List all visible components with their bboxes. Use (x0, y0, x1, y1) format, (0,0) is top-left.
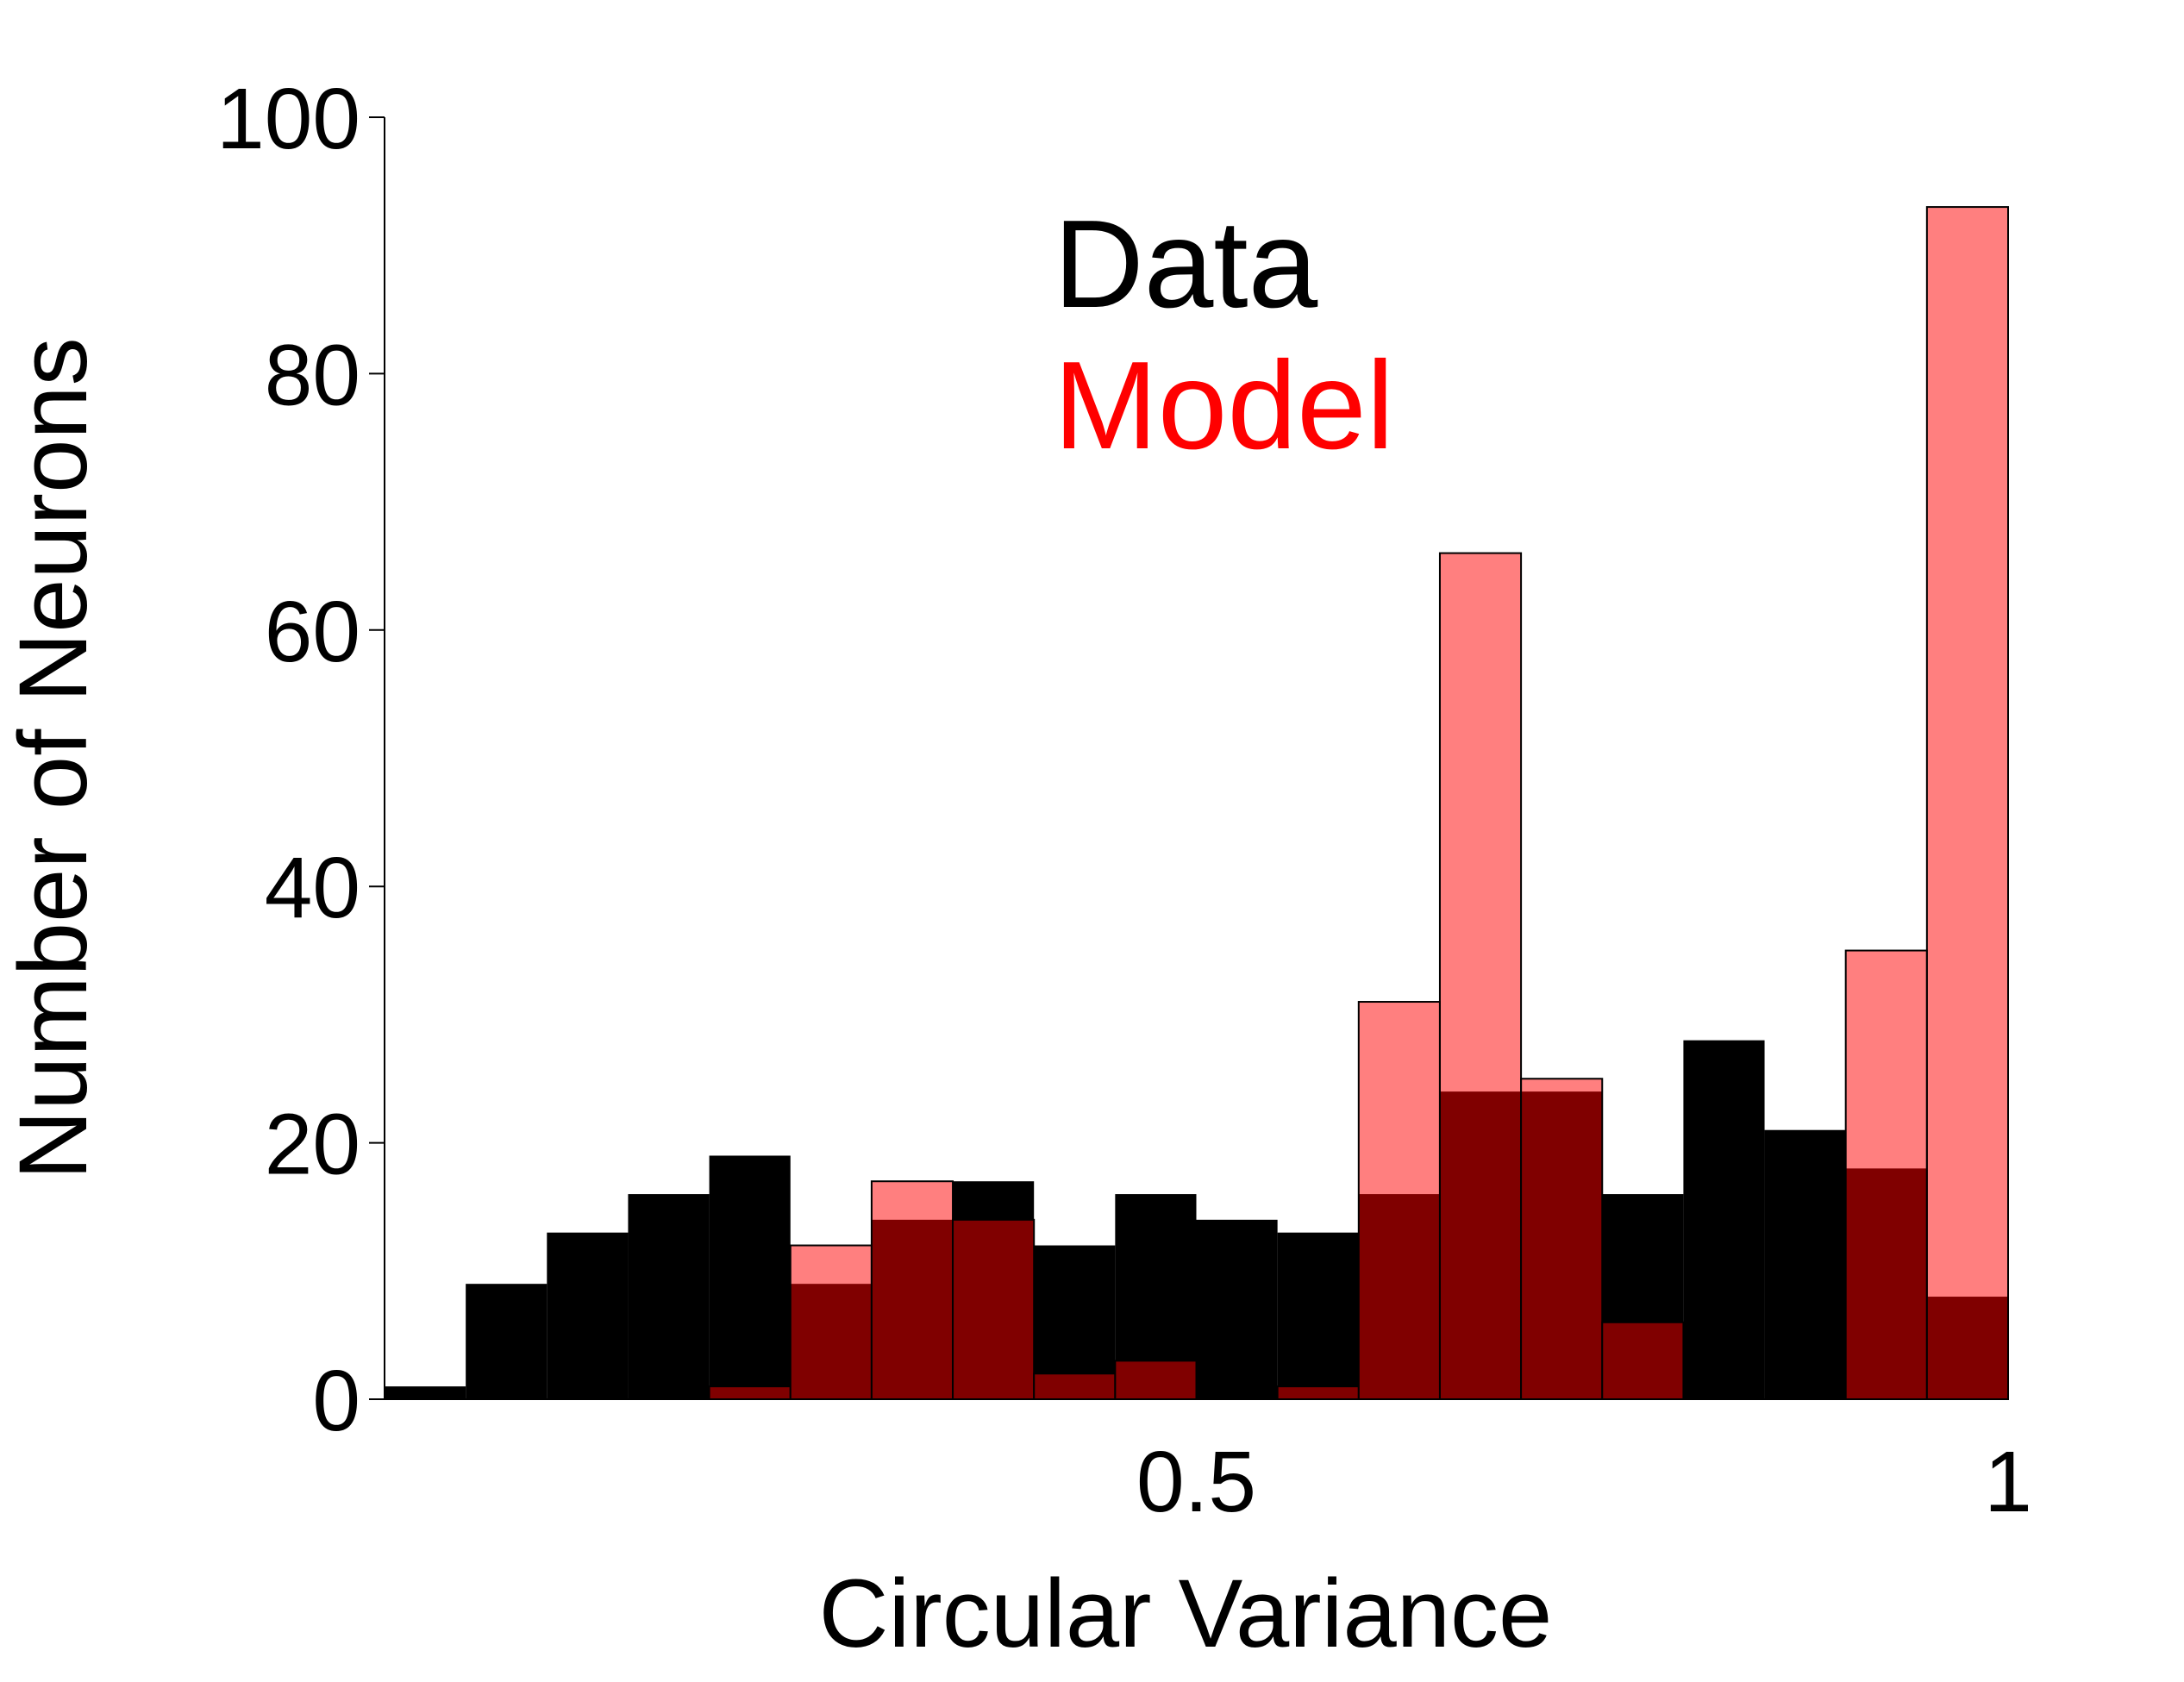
histogram-bar (1357, 1001, 1441, 1401)
histogram-bar (1683, 1040, 1765, 1399)
y-tick-label: 100 (216, 71, 360, 167)
histogram-bar (547, 1232, 629, 1399)
histogram-bar (952, 1218, 1036, 1400)
y-tick-label: 0 (312, 1353, 360, 1449)
histogram-bar (628, 1194, 710, 1399)
histogram-bar (385, 1386, 466, 1399)
x-tick-label: 0.5 (1136, 1434, 1256, 1530)
histogram-bar (1196, 1219, 1278, 1399)
histogram-bar (1438, 552, 1523, 1400)
histogram-bar (708, 1385, 792, 1401)
histogram-bar (1601, 1321, 1685, 1401)
histogram-bar (1276, 1385, 1360, 1401)
y-tick-label: 60 (265, 584, 360, 680)
histogram-bar (1114, 1360, 1198, 1401)
histogram-bar (1925, 206, 2010, 1401)
x-tick-label: 1 (1984, 1434, 2032, 1530)
legend-label: Model (1054, 335, 1394, 475)
y-tick-label: 80 (265, 327, 360, 423)
histogram-bar (1277, 1232, 1359, 1399)
histogram-bar (466, 1284, 548, 1399)
y-tick-label: 20 (265, 1097, 360, 1193)
histogram-bar (1033, 1372, 1117, 1401)
histogram-bar (870, 1180, 954, 1400)
x-axis-label: Circular Variance (819, 1560, 1553, 1667)
y-tick-label: 40 (265, 840, 360, 936)
histogram-bar (789, 1244, 873, 1401)
y-axis-label: Number of Neurons (0, 337, 107, 1179)
histogram-bar (709, 1155, 791, 1399)
histogram-bar (1520, 1078, 1604, 1400)
legend-label: Data (1054, 194, 1318, 334)
histogram-bar (1844, 949, 1928, 1401)
histogram-bar (1764, 1129, 1846, 1399)
